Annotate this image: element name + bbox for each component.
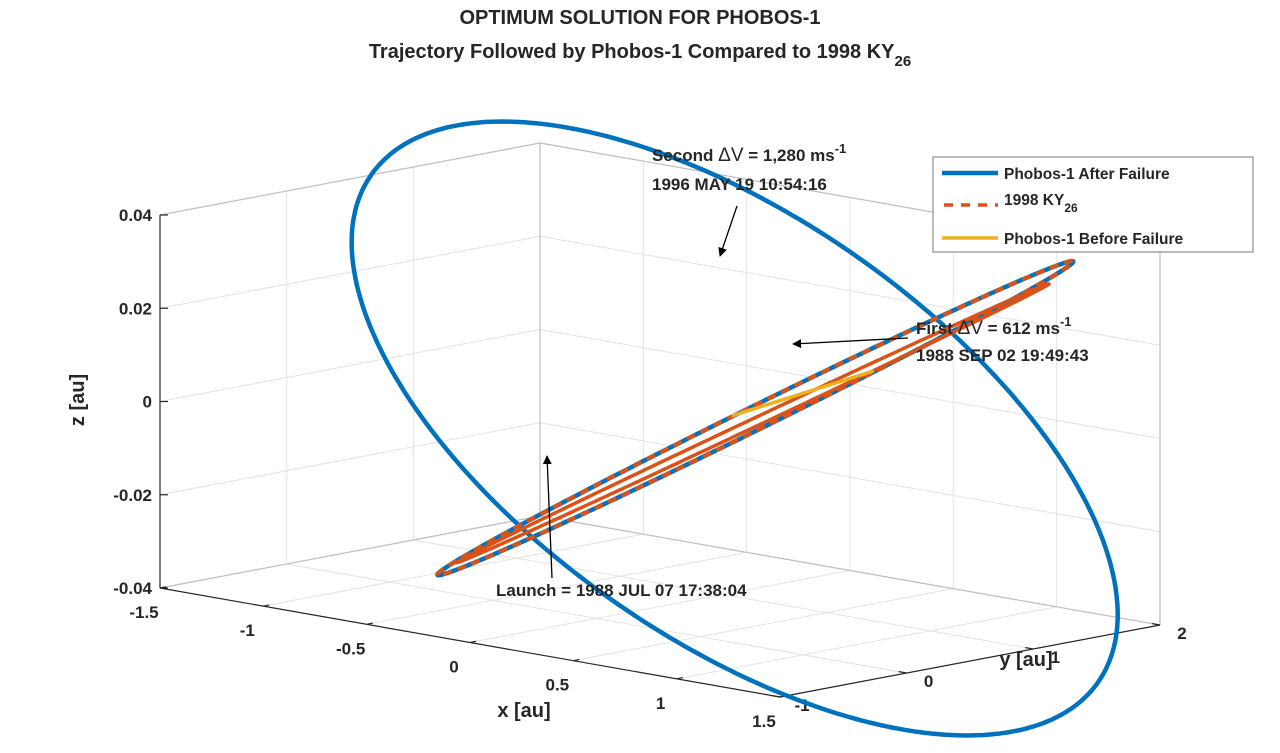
legend: Phobos-1 After Failure 1998 KY26 Phobos-… bbox=[932, 156, 1254, 253]
box-edge bbox=[159, 515, 541, 589]
legend-label-before-failure: Phobos-1 Before Failure bbox=[1004, 231, 1184, 248]
annotation-second-dv-value: = 1,280 ms bbox=[744, 146, 835, 165]
annotation-first-dv-line1: First ΔV = 612 ms-1 bbox=[916, 314, 1072, 339]
x-tick-mark bbox=[159, 586, 167, 589]
annotation-second-dv-delta: ΔV bbox=[718, 145, 744, 166]
legend-label-1998-ky26-sub: 26 bbox=[1064, 201, 1078, 215]
y-axis-line bbox=[779, 624, 1161, 698]
chart-subtitle-subscript: 26 bbox=[895, 53, 912, 70]
series-phobos1-before-failure bbox=[730, 369, 875, 418]
grid-line-floor-y bbox=[413, 539, 1034, 650]
y-tick-mark bbox=[771, 695, 781, 698]
annotation-launch-arrow bbox=[542, 455, 553, 579]
x-axis-label: x [au] bbox=[497, 700, 550, 722]
annotation-second-dv-date: 1996 MAY 19 10:54:16 bbox=[652, 175, 827, 194]
annotation-first-dv-label: First bbox=[916, 319, 958, 338]
z-tick-label: 0 bbox=[143, 393, 152, 412]
axes: z [au] x [au] y [au] -0.04 -0.02 0 0.02 0.04… bbox=[67, 206, 1187, 731]
grid-line-left-z bbox=[159, 235, 541, 309]
annotation-launch-text: Launch = 1988 JUL 07 17:38:04 bbox=[496, 581, 747, 600]
z-axis-label: z [au] bbox=[67, 374, 89, 426]
grid-line-left-z bbox=[159, 422, 541, 496]
legend-label-after-failure: Phobos-1 After Failure bbox=[1004, 166, 1170, 183]
grid-line-floor-x bbox=[573, 588, 954, 662]
y-tick-mark bbox=[1025, 647, 1034, 650]
grid-line-floor-y bbox=[286, 563, 907, 674]
x-tick-label: 1 bbox=[656, 694, 665, 713]
annotation-first-dv: First ΔV = 612 ms-1 1988 SEP 02 19:49:43 bbox=[792, 314, 1089, 365]
y-tick-label: 2 bbox=[1177, 624, 1186, 643]
annotation-launch: Launch = 1988 JUL 07 17:38:04 bbox=[496, 455, 747, 600]
x-tick-mark bbox=[469, 640, 477, 644]
annotation-first-dv-delta: ΔV bbox=[958, 318, 984, 339]
x-tick-label: -1.5 bbox=[129, 603, 158, 622]
box-edge bbox=[159, 142, 541, 216]
y-tick-label: 1 bbox=[1051, 648, 1060, 667]
y-tick-mark bbox=[1151, 623, 1161, 626]
z-tick-label: 0.02 bbox=[119, 299, 152, 318]
x-tick-mark bbox=[676, 677, 683, 680]
z-tick-label: -0.04 bbox=[113, 579, 152, 598]
annotation-first-dv-arrow bbox=[792, 337, 909, 349]
x-tick-label: -1 bbox=[240, 621, 255, 640]
annotation-second-dv: Second ΔV = 1,280 ms-1 1996 MAY 19 10:54… bbox=[652, 141, 846, 257]
z-tick-label: 0.04 bbox=[119, 206, 153, 225]
chart-subtitle-main: Trajectory Followed by Phobos-1 Compared… bbox=[369, 41, 895, 63]
y-tick-mark bbox=[898, 671, 907, 674]
box-edge bbox=[539, 515, 1161, 626]
series-1998-ky26-inner-arc bbox=[454, 282, 1051, 565]
x-tick-label: 0 bbox=[449, 658, 458, 677]
y-tick-label: 0 bbox=[924, 672, 933, 691]
grid-line-floor-x bbox=[469, 570, 851, 643]
x-tick-label: -0.5 bbox=[336, 639, 365, 658]
series-1998-ky26 bbox=[435, 259, 1076, 578]
annotation-second-dv-line1: Second ΔV = 1,280 ms-1 bbox=[652, 141, 846, 166]
annotation-first-dv-exp: -1 bbox=[1060, 314, 1072, 329]
chart-title: OPTIMUM SOLUTION FOR PHOBOS-1 bbox=[459, 7, 820, 29]
annotation-second-dv-arrow bbox=[718, 205, 738, 257]
x-tick-mark bbox=[263, 604, 270, 607]
grid-line-floor-x bbox=[676, 606, 1057, 680]
chart-subtitle: Trajectory Followed by Phobos-1 Compared… bbox=[369, 41, 911, 70]
z-tick-label: -0.02 bbox=[113, 486, 152, 505]
x-tick-label: 1.5 bbox=[752, 712, 776, 731]
grid-line-back-z bbox=[539, 422, 1161, 533]
annotation-first-dv-date: 1988 SEP 02 19:49:43 bbox=[916, 346, 1089, 365]
grid-line-floor-x bbox=[366, 551, 747, 625]
grid-line-back-z bbox=[539, 235, 1161, 346]
y-axis-label: y [au] bbox=[999, 649, 1052, 671]
annotation-first-dv-value: = 612 ms bbox=[983, 319, 1060, 338]
annotation-second-dv-exp: -1 bbox=[835, 141, 847, 156]
series-layer bbox=[349, 119, 1120, 738]
x-tick-label: 0.5 bbox=[546, 676, 570, 695]
x-tick-mark bbox=[366, 622, 373, 625]
grid-line-left-z bbox=[159, 329, 541, 402]
legend-label-1998-ky26: 1998 KY26 bbox=[1004, 192, 1078, 215]
annotation-second-dv-label: Second bbox=[652, 146, 718, 165]
legend-label-1998-ky26-main: 1998 KY bbox=[1004, 192, 1065, 209]
x-tick-mark bbox=[573, 658, 580, 662]
